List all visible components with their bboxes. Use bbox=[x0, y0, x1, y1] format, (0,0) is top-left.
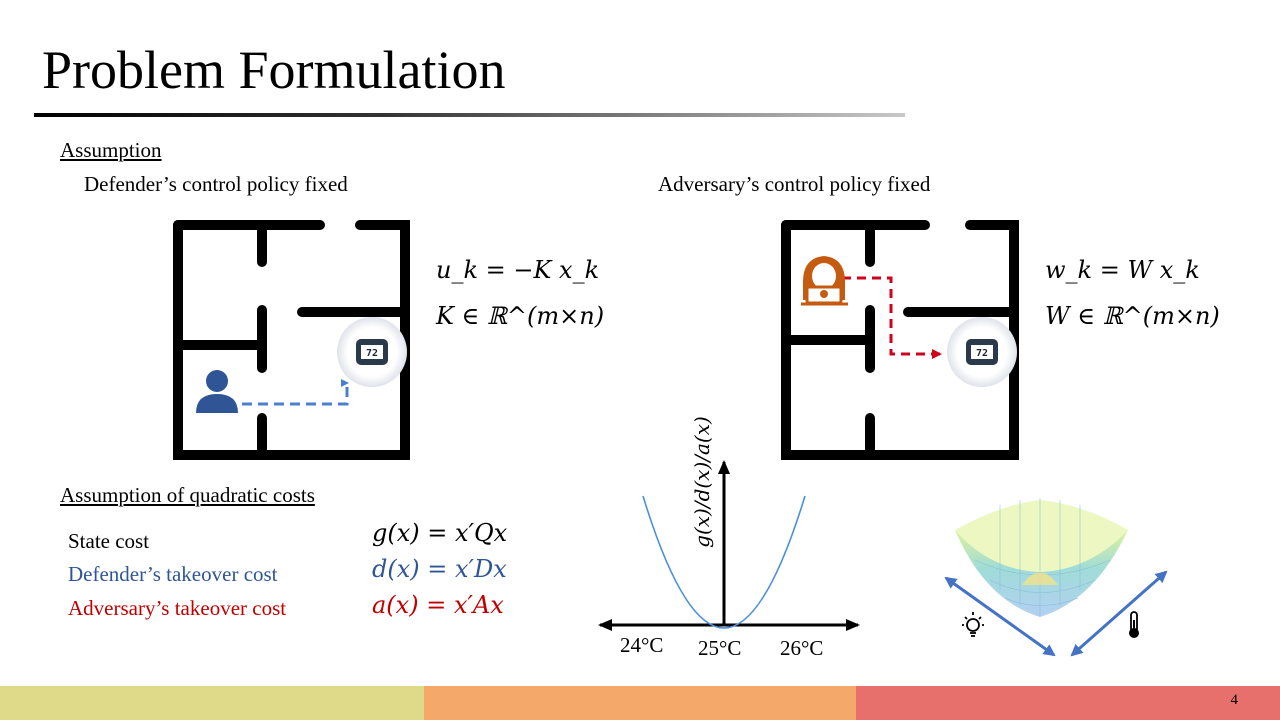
adversary-gain-domain: W ∈ ℝ^(m×n) bbox=[1045, 302, 1220, 330]
person-icon bbox=[196, 370, 238, 413]
state-cost-equation: g(x) = x′Qx bbox=[372, 519, 508, 547]
adversary-cost-equation: a(x) = x′Ax bbox=[372, 591, 504, 619]
state-cost-label: State cost bbox=[68, 529, 150, 553]
cost-heading: Assumption of quadratic costs bbox=[60, 483, 315, 507]
tick-24: 24°C bbox=[620, 633, 664, 657]
defender-floor-plan bbox=[173, 220, 410, 460]
defender-cost-equation: d(x) = x′Dx bbox=[372, 555, 507, 583]
plot-y-label: g(x)/d(x)/a(x) bbox=[690, 416, 714, 548]
defender-caption: Defender’s control policy fixed bbox=[84, 172, 348, 196]
cost-plot bbox=[598, 460, 860, 631]
svg-text:72: 72 bbox=[366, 348, 378, 359]
thermostat-icon: 72 bbox=[947, 317, 1017, 387]
title-underline bbox=[34, 113, 905, 117]
defender-gain-domain: K ∈ ℝ^(m×n) bbox=[436, 302, 605, 330]
slide-title: Problem Formulation bbox=[42, 40, 506, 100]
lightbulb-icon bbox=[962, 612, 984, 637]
footer-band-1 bbox=[0, 686, 424, 720]
page-number: 4 bbox=[1230, 692, 1239, 708]
adversary-cost-label: Adversary’s takeover cost bbox=[68, 596, 287, 620]
footer-band-3 bbox=[856, 686, 1280, 720]
thermostat-icon: 72 bbox=[337, 317, 407, 387]
defender-policy-equation: u_k = −K x_k bbox=[436, 256, 600, 284]
defender-path-arrow bbox=[242, 379, 349, 406]
adversary-caption: Adversary’s control policy fixed bbox=[658, 172, 931, 196]
adversary-floor-plan bbox=[781, 220, 1019, 460]
hacker-icon bbox=[801, 256, 848, 306]
assumption-heading: Assumption bbox=[60, 138, 162, 162]
thermometer-icon bbox=[1129, 611, 1139, 638]
svg-text:72: 72 bbox=[976, 348, 988, 359]
defender-cost-label: Defender’s takeover cost bbox=[68, 562, 278, 586]
tick-25: 25°C bbox=[698, 636, 742, 660]
cost-surface-3d bbox=[944, 498, 1168, 657]
cost-curve bbox=[642, 495, 806, 629]
tick-26: 26°C bbox=[780, 636, 824, 660]
adversary-policy-equation: w_k = W x_k bbox=[1045, 256, 1200, 284]
footer-band-2 bbox=[424, 686, 856, 720]
